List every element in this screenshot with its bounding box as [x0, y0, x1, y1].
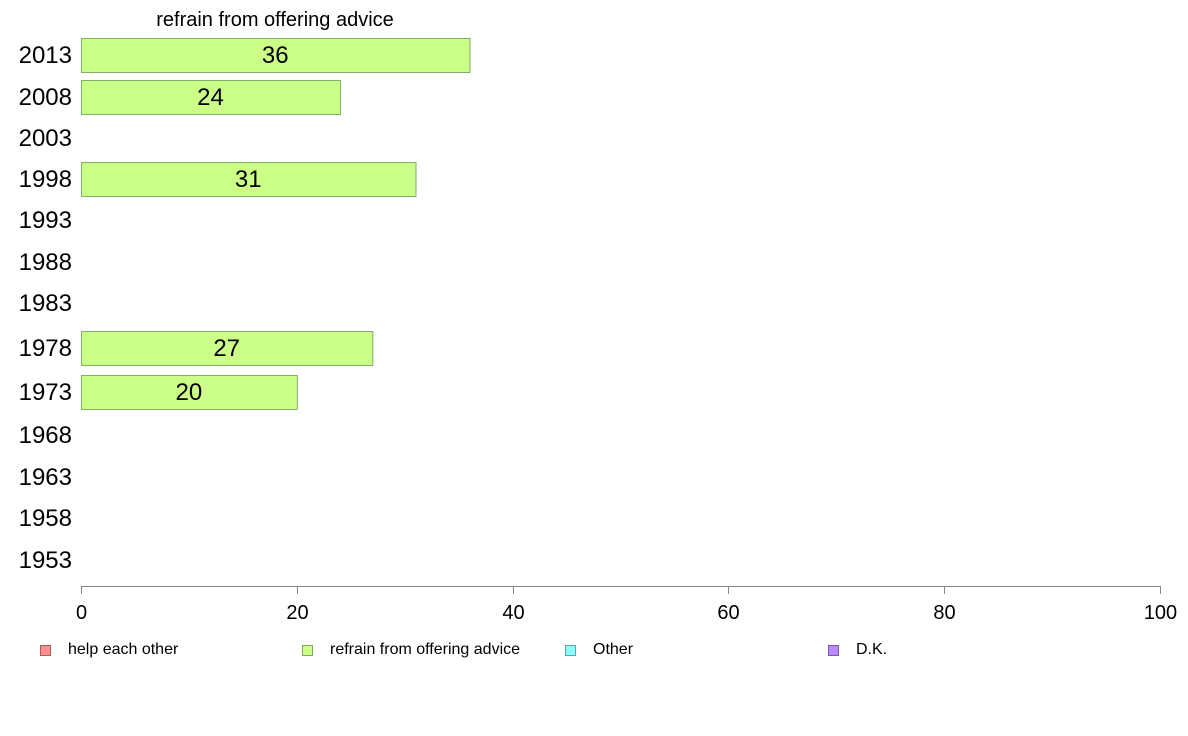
bar [81, 162, 417, 197]
legend-item: Other [565, 640, 633, 660]
legend-label: help each other [68, 641, 179, 658]
category-label: 1993 [19, 207, 72, 234]
bar [81, 38, 471, 73]
bar-chart: refrain from offering advice 20132008200… [19, 9, 1178, 624]
x-tick-label: 0 [76, 602, 87, 624]
category-labels: 2013 2008 2003 1998 1993 1988 1983 1978 1973 1968… [19, 42, 72, 574]
bar-value-label: 36 [262, 42, 289, 69]
category-label: 1953 [19, 547, 72, 574]
legend-swatch [40, 644, 51, 656]
category-label: 1958 [19, 505, 72, 532]
legend-item: refrain from offering advice [302, 640, 520, 660]
legend-label: refrain from offering advice [330, 641, 521, 658]
bar [81, 375, 298, 410]
legend-item: help each other [40, 640, 178, 660]
x-axis: 0 20 40 60 80 100 [76, 586, 1177, 624]
bar [81, 331, 374, 366]
bar-value-label: 20 [176, 379, 203, 406]
legend: help each other refrain from offering adv… [0, 640, 1188, 662]
category-label: 2003 [19, 125, 72, 152]
category-label: 2008 [19, 84, 72, 111]
x-tick-label: 80 [933, 602, 955, 624]
x-tick-label: 100 [1144, 602, 1177, 624]
category-label: 1978 [19, 335, 72, 362]
legend-swatch [828, 644, 839, 656]
x-tick-label: 60 [717, 602, 739, 624]
category-label: 1988 [19, 249, 72, 276]
category-label: 1968 [19, 422, 72, 449]
category-label: 2013 [19, 42, 72, 69]
legend-swatch [565, 644, 576, 656]
bar [81, 80, 341, 115]
category-label: 1998 [19, 166, 72, 193]
x-tick-label: 40 [502, 602, 524, 624]
chart-title: refrain from offering advice [156, 9, 394, 31]
category-label: 1983 [19, 290, 72, 317]
bars: 36 24 31 27 20 [81, 38, 471, 410]
legend-label: D.K. [856, 641, 888, 658]
legend-label: Other [593, 641, 634, 658]
legend-item: D.K. [828, 640, 887, 660]
category-label: 1963 [19, 464, 72, 491]
bar-value-label: 27 [213, 335, 240, 362]
bar-value-label: 31 [235, 166, 262, 193]
legend-swatch [302, 644, 313, 656]
bar-value-label: 24 [197, 84, 224, 111]
x-tick-label: 20 [286, 602, 308, 624]
category-label: 1973 [19, 379, 72, 406]
